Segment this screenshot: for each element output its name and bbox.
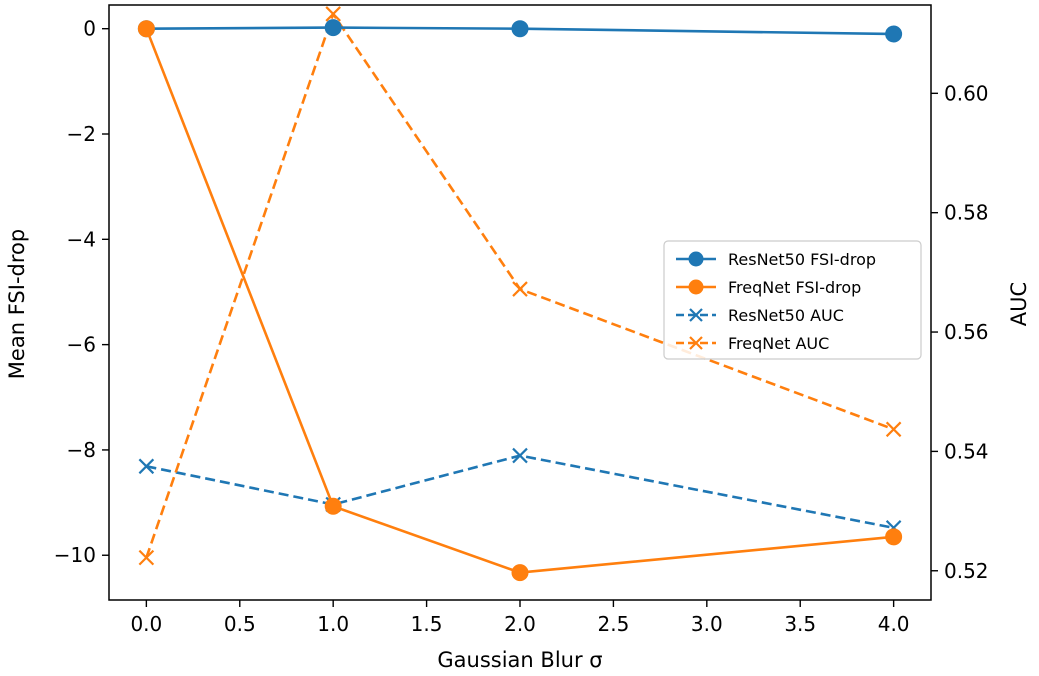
y-left-tick-label: −10 bbox=[54, 543, 96, 567]
legend-label: FreqNet AUC bbox=[728, 334, 829, 353]
x-tick-label: 2.5 bbox=[598, 612, 630, 636]
y-right-tick-label: 0.52 bbox=[944, 559, 989, 583]
legend-label: ResNet50 FSI-drop bbox=[728, 250, 876, 269]
series-resnet50-auc bbox=[138, 447, 902, 536]
series-line-resnet50-fsi-drop bbox=[146, 26, 894, 36]
data-point-resnet50-auc bbox=[512, 447, 528, 464]
x-tick-label: 3.0 bbox=[691, 612, 723, 636]
data-point-resnet50-fsi-drop bbox=[324, 19, 342, 37]
series-line-resnet50-auc bbox=[146, 454, 894, 530]
legend-marker bbox=[689, 336, 703, 350]
legend-entry-freqnet-auc: FreqNet AUC bbox=[676, 334, 829, 353]
legend-entry-resnet50-auc: ResNet50 AUC bbox=[676, 306, 844, 325]
x-tick-label: 0.0 bbox=[130, 612, 162, 636]
x-tick-label: 2.0 bbox=[504, 612, 536, 636]
y-right-tick-label: 0.54 bbox=[944, 439, 989, 463]
y-right-tick-label: 0.56 bbox=[944, 320, 989, 344]
y-axis-left-label: Mean FSI-drop bbox=[5, 229, 29, 379]
y-left-tick-label: −4 bbox=[67, 227, 96, 251]
x-axis-label: Gaussian Blur σ bbox=[437, 648, 602, 672]
x-tick-label: 3.5 bbox=[784, 612, 816, 636]
series-resnet50-fsi-drop bbox=[137, 19, 903, 43]
legend-label: FreqNet FSI-drop bbox=[728, 278, 861, 297]
series-freqnet-fsi-drop bbox=[137, 20, 903, 582]
data-point-resnet50-fsi-drop bbox=[885, 25, 903, 43]
data-point-resnet50-fsi-drop bbox=[511, 20, 529, 38]
y-left-tick-label: −6 bbox=[67, 333, 96, 357]
data-point-freqnet-auc bbox=[885, 421, 902, 438]
x-tick-label: 4.0 bbox=[878, 612, 910, 636]
legend-marker bbox=[688, 251, 704, 267]
series-line-freqnet-auc bbox=[145, 12, 895, 559]
legend-entry-resnet50-fsi-drop: ResNet50 FSI-drop bbox=[676, 250, 876, 269]
y-right-tick-label: 0.60 bbox=[944, 81, 989, 105]
data-point-resnet50-auc bbox=[138, 458, 155, 475]
data-point-freqnet-auc bbox=[325, 6, 341, 22]
y-right-tick-label: 0.58 bbox=[944, 201, 989, 225]
data-point-freqnet-auc bbox=[512, 281, 528, 297]
legend-marker bbox=[689, 308, 703, 322]
x-tick-label: 1.5 bbox=[411, 612, 443, 636]
legend: ResNet50 FSI-drop FreqNet FSI-drop ResNet5… bbox=[663, 240, 922, 360]
x-tick-label: 0.5 bbox=[224, 612, 256, 636]
y-left-tick-label: −8 bbox=[67, 438, 96, 462]
series-freqnet-auc bbox=[138, 6, 902, 566]
y-left-tick-label: 0 bbox=[83, 17, 96, 41]
legend-label: ResNet50 AUC bbox=[728, 306, 844, 325]
data-point-freqnet-fsi-drop bbox=[137, 20, 155, 38]
legend-marker bbox=[688, 279, 704, 295]
data-point-freqnet-fsi-drop bbox=[511, 564, 529, 582]
data-point-freqnet-fsi-drop bbox=[885, 528, 903, 546]
data-point-freqnet-auc bbox=[138, 549, 155, 566]
y-left-tick-label: −2 bbox=[67, 122, 96, 146]
legend-box bbox=[663, 240, 922, 360]
series-line-freqnet-fsi-drop bbox=[145, 28, 894, 574]
x-tick-label: 1.0 bbox=[317, 612, 349, 636]
y-axis-right-label: AUC bbox=[1007, 282, 1031, 326]
data-point-freqnet-fsi-drop bbox=[324, 497, 342, 515]
legend-entry-freqnet-fsi-drop: FreqNet FSI-drop bbox=[676, 278, 861, 297]
